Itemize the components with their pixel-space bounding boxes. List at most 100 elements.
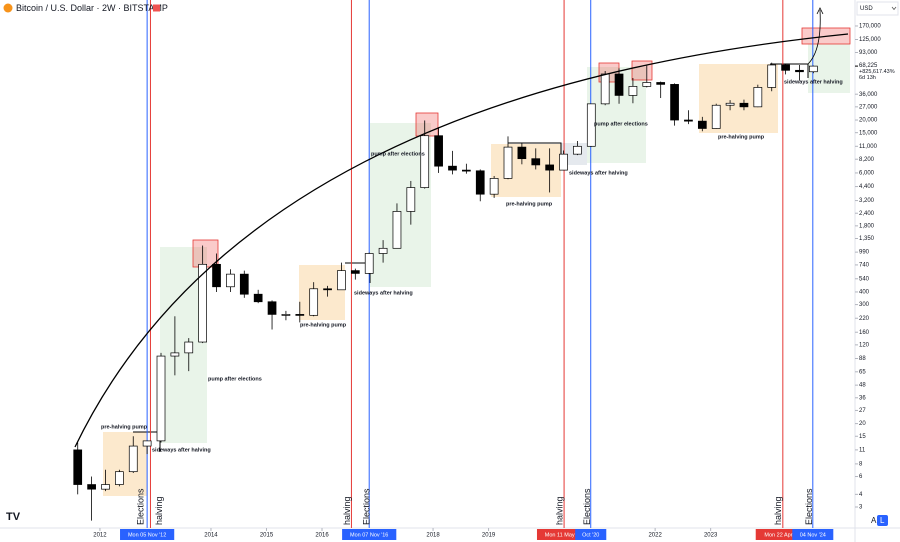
candle-body [364, 253, 374, 274]
event-date-tag [342, 529, 397, 540]
annotation-label: sideways after halving [354, 290, 413, 296]
candle-body [420, 135, 430, 188]
annotation-label: pre-halving pump [718, 134, 765, 140]
event-label: halving [342, 496, 352, 525]
y-tick-label: 15 [859, 434, 866, 440]
candle-body [809, 65, 818, 73]
event-lines: Elections halving halving Elections halving E… [136, 0, 814, 528]
currency: USD [860, 6, 873, 12]
candle-body [142, 440, 152, 447]
y-tick-label: 170,000 [859, 24, 881, 30]
y-tick-label: 27,000 [859, 104, 878, 110]
annotation-label: pre-halving pump [101, 424, 148, 430]
last-price: 68,225 [859, 63, 878, 69]
zone-box [699, 64, 778, 133]
bitcoin-icon [3, 3, 13, 13]
y-tick-label: 740 [859, 262, 870, 268]
axes: Mon 05 Nov '12 Mon 07 Nov '16 Mon 11 May '… [93, 24, 895, 540]
x-tick-label: 2016 [315, 533, 329, 539]
candle-body [462, 169, 471, 172]
y-tick-label: 8,200 [859, 157, 875, 163]
candle-body [697, 120, 707, 129]
candle-body [198, 263, 207, 343]
y-tick-label: 48 [859, 383, 866, 389]
flag-icon [153, 4, 160, 12]
candle-body [115, 471, 124, 485]
x-tick-label: 2019 [482, 533, 496, 539]
currency-box[interactable] [856, 1, 899, 16]
auto-button[interactable]: A [871, 516, 877, 525]
range-line [508, 142, 562, 158]
candle-body [670, 84, 679, 121]
logo: TV [6, 511, 21, 523]
annotation-label: pump after elections [371, 151, 425, 157]
y-tick-label: 300 [859, 302, 870, 308]
candle-body [350, 270, 360, 274]
candle-body [531, 158, 541, 166]
x-tick-label: 2015 [260, 533, 274, 539]
price-change: +825,617.43% [859, 69, 895, 75]
annotation-label: sideways after halving [784, 79, 843, 85]
candle-body [711, 104, 721, 129]
candle-body [239, 273, 249, 295]
y-tick-label: 160 [859, 330, 870, 336]
annotation-label: sideways after halving [152, 447, 211, 453]
candle-body [73, 449, 83, 485]
event-date-tag [755, 529, 810, 540]
event-date: Mon 22 Apr '24 [764, 532, 801, 538]
event-date-tag [575, 529, 607, 540]
y-tick-label: 15,000 [859, 130, 878, 136]
x-tick-label: 2023 [704, 533, 718, 539]
candle-body [600, 73, 610, 105]
y-tick-label: 120 [859, 342, 870, 348]
candle-body [378, 247, 388, 254]
log-button[interactable] [877, 515, 888, 526]
y-tick-label: 6 [859, 474, 863, 480]
candle-body [101, 484, 110, 490]
annotation-label: pump after elections [594, 121, 648, 127]
x-tick-label: 2022 [648, 533, 662, 539]
candle-body [573, 145, 582, 155]
candle-body [337, 270, 346, 291]
candle-body [392, 211, 402, 249]
candle-body [323, 288, 332, 291]
candle-body [559, 153, 568, 171]
y-tick-label: 4,400 [859, 184, 875, 190]
y-tick-label: 36,000 [859, 92, 878, 98]
candle-body [253, 293, 263, 303]
annotation-label: pre-halving pump [506, 201, 553, 207]
event-label: Elections [804, 488, 814, 525]
y-tick-label: 8 [859, 461, 863, 467]
event-date: Mon 07 Nov '16 [350, 532, 388, 538]
zone-box [103, 432, 147, 496]
log-button-label: L [880, 516, 885, 525]
event-label: halving [773, 496, 783, 525]
event-label: halving [554, 496, 564, 525]
annotation-label: pre-halving pump [300, 322, 347, 328]
candle-body [781, 64, 790, 71]
y-tick-label: 1,350 [859, 236, 875, 242]
y-tick-label: 4 [859, 492, 863, 498]
arrow-head [816, 7, 824, 15]
y-tick-label: 990 [859, 250, 870, 256]
y-tick-label: 3 [859, 505, 863, 511]
peak-box [631, 60, 653, 81]
candle-body [795, 69, 804, 73]
event-date: Oct '20 [582, 532, 599, 538]
y-tick-label: 27 [859, 408, 866, 414]
candle-body [309, 288, 319, 316]
candle-body [156, 355, 166, 442]
y-tick-label: 400 [859, 290, 870, 296]
annotation-label: pump after elections [208, 376, 262, 382]
event-date-tag [536, 529, 592, 540]
candle-body [267, 301, 277, 315]
event-label: Elections [362, 488, 372, 525]
event-date: Mon 05 Nov '12 [128, 532, 166, 538]
candle-body [489, 178, 499, 195]
y-tick-label: 11,000 [859, 144, 878, 150]
candle-body [295, 314, 305, 316]
candle-body [517, 146, 527, 160]
y-tick-label: 3,200 [859, 198, 875, 204]
event-date-tag [792, 529, 834, 540]
candle-body [545, 164, 554, 171]
